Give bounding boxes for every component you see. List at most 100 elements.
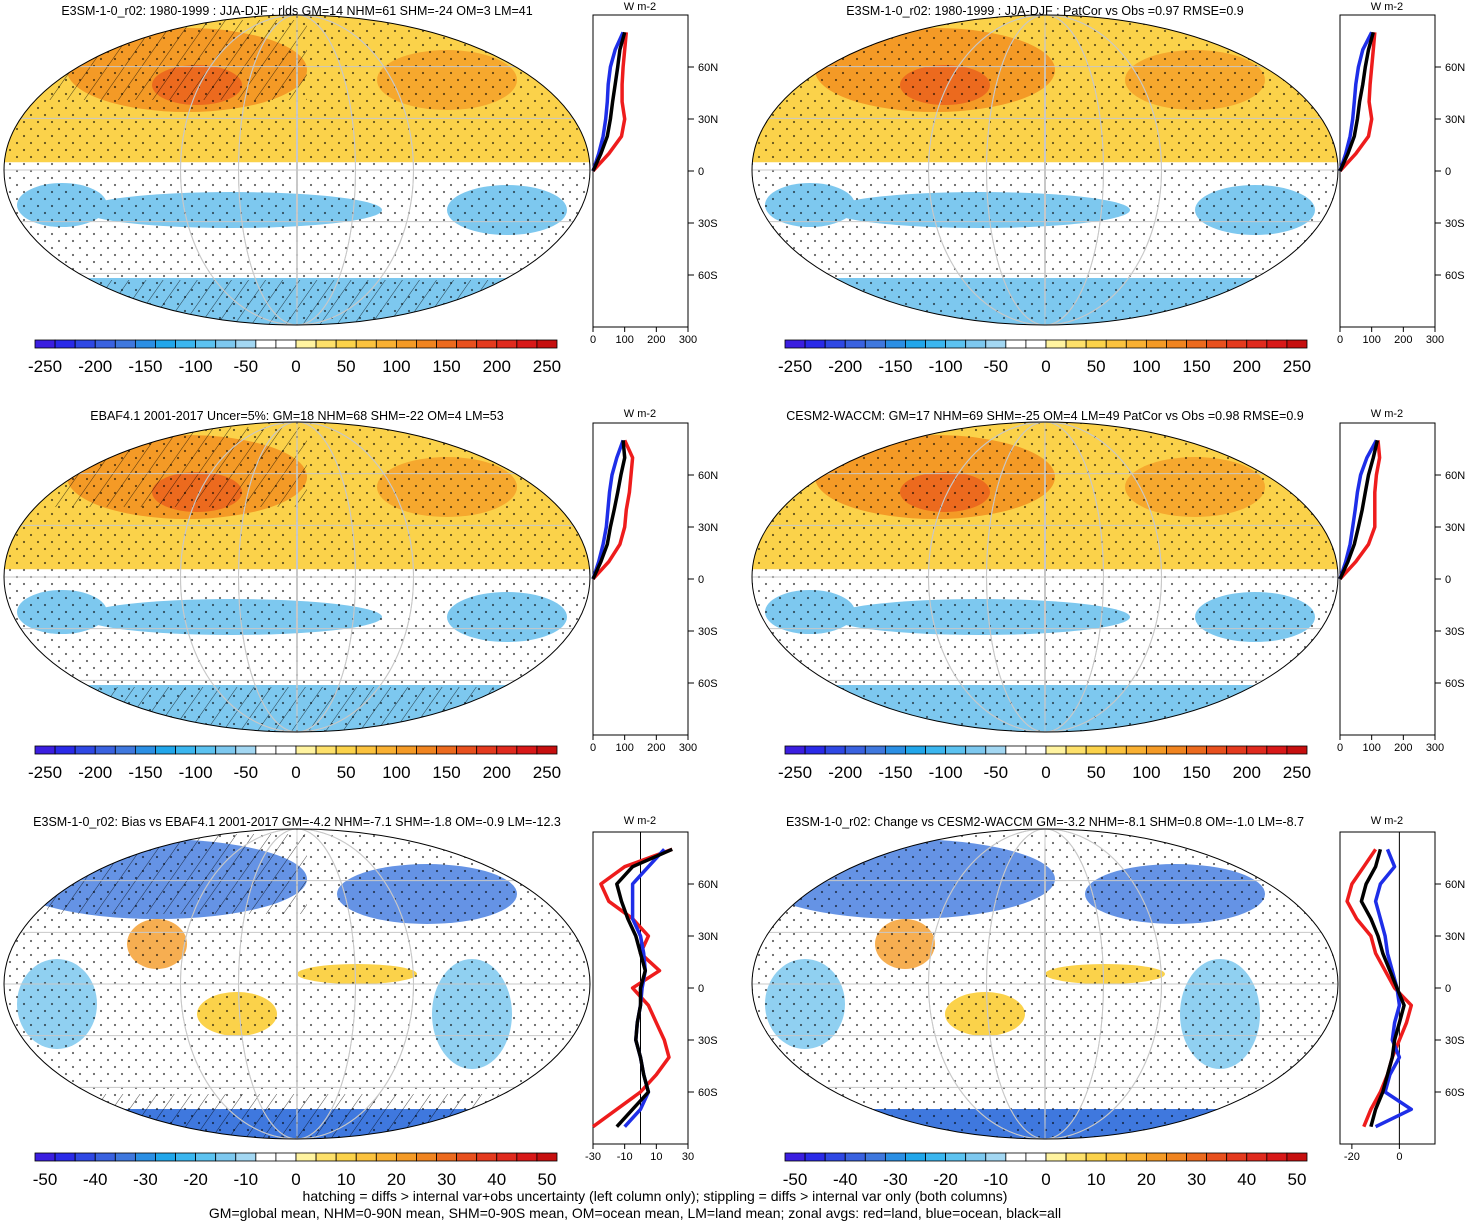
colorbar-swatch [844, 745, 866, 755]
colorbar-swatch [395, 745, 417, 755]
all-zonal-line [1338, 31, 1375, 172]
colorbar-label: -100 [179, 357, 213, 376]
map-field [752, 829, 1338, 1139]
colorbar-swatch [1186, 745, 1208, 755]
colorbar-swatch [925, 1152, 947, 1162]
x-tick-label: 0 [1337, 742, 1343, 754]
colorbar-swatch [134, 745, 156, 755]
colorbar-swatch [804, 745, 826, 755]
y-tick-label: 0 [698, 166, 704, 178]
colorbar-swatch [864, 1152, 886, 1162]
colorbar-label: 250 [533, 357, 561, 376]
profile-frame [592, 422, 689, 736]
colorbar-swatch [275, 339, 297, 349]
colorbar-swatch [516, 1152, 538, 1162]
y-tick-label: 0 [698, 983, 704, 995]
y-tick-label: 30S [1445, 218, 1465, 230]
y-tick-label: 30N [1445, 522, 1465, 534]
colorbar-label: -200 [828, 357, 862, 376]
units-label: W m-2 [1371, 408, 1403, 420]
colorbar-swatch [155, 745, 176, 755]
colorbar-label: 200 [1233, 357, 1261, 376]
colorbar: -250 -200 -150 -100 -50 0 50 100 150 200 250 [778, 339, 1311, 376]
colorbar-label: 250 [1283, 357, 1311, 376]
colorbar-swatch [315, 1152, 337, 1162]
graticule [4, 15, 590, 325]
colorbar-swatch [476, 745, 498, 755]
y-tick-label: 60S [1445, 678, 1465, 690]
colorbar-label: -200 [78, 357, 112, 376]
colorbar: -250 -200 -150 -100 -50 0 50 100 150 200 250 [28, 339, 561, 376]
colorbar-swatch [1246, 1152, 1268, 1162]
y-tick-label: 30S [698, 218, 718, 230]
all-zonal-line [615, 847, 673, 1128]
colorbar-swatch [1226, 339, 1248, 349]
y-tick-label: 0 [698, 574, 704, 586]
colorbar-swatch [456, 339, 478, 349]
colorbar-label: 200 [483, 763, 511, 782]
units-label: W m-2 [624, 408, 656, 420]
colorbar-swatch [255, 1152, 277, 1162]
colorbar-swatch [175, 1152, 197, 1162]
colorbar-label: -150 [878, 357, 912, 376]
colorbar-label: -50 [33, 1170, 58, 1189]
colorbar-label: -50 [783, 1170, 808, 1189]
colorbar-swatch [516, 339, 538, 349]
colorbar-swatch [215, 339, 237, 349]
colorbar-swatch [355, 745, 377, 755]
colorbar-swatch [335, 745, 357, 755]
x-tick-label: 200 [647, 334, 665, 346]
colorbar-swatch [1025, 339, 1047, 349]
colorbar-swatch [1186, 1152, 1208, 1162]
x-tick-label: 10 [650, 1151, 662, 1163]
colorbar-swatch [395, 1152, 417, 1162]
colorbar-label: -20 [183, 1170, 208, 1189]
colorbar-label: -50 [234, 763, 259, 782]
colorbar-swatch [784, 1152, 806, 1162]
y-tick-label: 30N [1445, 114, 1465, 126]
colorbar-swatch [905, 745, 926, 755]
colorbar-swatch [864, 745, 886, 755]
colorbar-swatch [985, 339, 1007, 349]
colorbar-swatch [155, 1152, 176, 1162]
colorbar-swatch [536, 1152, 558, 1162]
colorbar-label: -40 [833, 1170, 858, 1189]
colorbar-swatch [355, 339, 377, 349]
x-tick-label: 200 [1394, 742, 1412, 754]
y-tick-label: 60N [698, 62, 718, 74]
hatching [47, 20, 307, 100]
colorbar-swatch [54, 339, 76, 349]
colorbar-swatch [824, 745, 846, 755]
map-field [4, 422, 590, 732]
colorbar-swatch [195, 1152, 217, 1162]
colorbar-label: 20 [1137, 1170, 1156, 1189]
zonal-profile: -30 -10 10 30 60N 30N 0 30S 60S [585, 831, 718, 1163]
panel-2: EBAF4.1 2001-2017 Uncer=5%: GM=18 NHM=68… [3, 408, 718, 782]
y-tick-label: 0 [1445, 574, 1451, 586]
colorbar-label: 250 [533, 763, 561, 782]
map-field [4, 15, 590, 325]
colorbar-label: -10 [984, 1170, 1009, 1189]
colorbar-swatch [375, 339, 397, 349]
colorbar-label: 40 [1237, 1170, 1256, 1189]
colorbar-swatch [315, 339, 337, 349]
colorbar-swatch [945, 1152, 967, 1162]
colorbar-label: 0 [1041, 1170, 1050, 1189]
colorbar-swatch [1105, 339, 1127, 349]
y-tick-label: 30N [698, 522, 718, 534]
colorbar-swatch [235, 1152, 257, 1162]
colorbar-swatch [175, 339, 197, 349]
colorbar-label: 20 [387, 1170, 406, 1189]
graticule [4, 829, 590, 1139]
x-tick-label: 30 [682, 1151, 694, 1163]
colorbar-swatch [1286, 745, 1308, 755]
colorbar-swatch [275, 1152, 297, 1162]
colorbar-swatch [275, 745, 297, 755]
colorbar-label: -30 [133, 1170, 158, 1189]
footnote-line-1: hatching = diffs > internal var+obs unce… [303, 1188, 1008, 1204]
colorbar-swatch [1005, 745, 1027, 755]
zonal-profile: 0 100 200 300 60N 30N 0 30S 60S [590, 14, 718, 346]
colorbar-swatch [416, 745, 437, 755]
x-tick-label: 100 [615, 334, 633, 346]
